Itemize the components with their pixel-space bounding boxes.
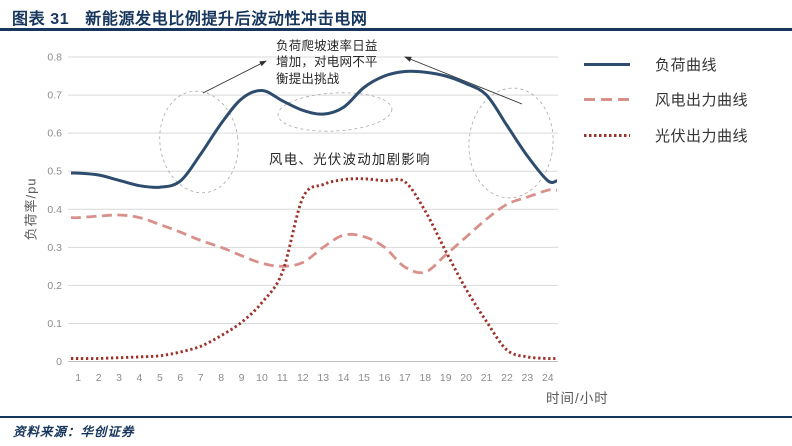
header-divider bbox=[0, 27, 792, 31]
svg-text:5: 5 bbox=[157, 372, 163, 384]
highlight-ellipse bbox=[277, 92, 393, 132]
load-curve bbox=[70, 69, 558, 189]
svg-text:21: 21 bbox=[481, 372, 493, 384]
svg-text:23: 23 bbox=[522, 372, 534, 384]
annotation-ramp-note: 负荷爬坡速率日益增加，对电网不平衡提出挑战 bbox=[276, 39, 378, 86]
legend-label-load: 负荷曲线 bbox=[655, 57, 718, 74]
svg-text:20: 20 bbox=[460, 372, 472, 384]
svg-text:0.2: 0.2 bbox=[47, 280, 62, 292]
wind-curve bbox=[70, 188, 558, 275]
legend-item-load: 负荷曲线 bbox=[584, 54, 717, 75]
svg-text:8: 8 bbox=[218, 372, 224, 384]
svg-text:18: 18 bbox=[419, 372, 431, 384]
y-gridlines bbox=[68, 56, 558, 362]
load-line-sample bbox=[584, 63, 630, 66]
y-axis-title: 负荷率/pu bbox=[23, 177, 39, 241]
footer-divider bbox=[0, 416, 792, 418]
svg-text:13: 13 bbox=[317, 372, 329, 384]
source-note: 资料来源：华创证券 bbox=[13, 425, 135, 439]
legend-label-pv: 光伏出力曲线 bbox=[655, 128, 749, 145]
svg-text:15: 15 bbox=[358, 372, 370, 384]
svg-text:24: 24 bbox=[542, 372, 554, 384]
highlight-ellipse bbox=[159, 90, 239, 194]
legend-item-pv: 光伏出力曲线 bbox=[584, 125, 748, 146]
svg-text:0: 0 bbox=[56, 356, 62, 368]
svg-text:12: 12 bbox=[297, 372, 309, 384]
svg-text:10: 10 bbox=[256, 372, 268, 384]
annotation-arrow bbox=[202, 60, 267, 94]
legend-item-wind: 风电出力曲线 bbox=[584, 89, 748, 110]
pv-line-sample bbox=[584, 134, 630, 137]
svg-text:6: 6 bbox=[177, 372, 183, 384]
svg-text:0.1: 0.1 bbox=[47, 318, 62, 330]
svg-text:0.3: 0.3 bbox=[47, 242, 62, 254]
svg-text:1: 1 bbox=[75, 372, 81, 384]
svg-text:0.8: 0.8 bbox=[47, 52, 62, 64]
svg-text:7: 7 bbox=[198, 372, 204, 384]
svg-text:0.6: 0.6 bbox=[47, 128, 62, 140]
pv-curve bbox=[70, 177, 558, 361]
svg-text:0.4: 0.4 bbox=[47, 204, 62, 216]
svg-text:16: 16 bbox=[379, 372, 391, 384]
svg-text:11: 11 bbox=[277, 372, 288, 384]
axis-tick-labels: 00.10.20.30.40.50.60.70.81 2 3 4 5 6 7 8 9 10 11 12… bbox=[47, 52, 553, 385]
wind-line-sample bbox=[584, 98, 630, 101]
svg-text:19: 19 bbox=[440, 372, 452, 384]
svg-text:14: 14 bbox=[338, 372, 350, 384]
svg-text:17: 17 bbox=[399, 372, 411, 384]
highlight-ellipses bbox=[159, 87, 554, 199]
svg-text:3: 3 bbox=[116, 372, 122, 384]
highlight-ellipse bbox=[468, 87, 554, 199]
svg-text:0.7: 0.7 bbox=[47, 90, 62, 102]
svg-text:0.5: 0.5 bbox=[47, 166, 62, 178]
figure-label: 图表 31 bbox=[12, 11, 70, 28]
annotation-arrows bbox=[202, 56, 523, 105]
annotation-volatility-note: 风电、光伏波动加剧影响 bbox=[269, 152, 431, 167]
x-axis-title: 时间/小时 bbox=[546, 391, 609, 406]
figure-header: 图表 31 新能源发电比例提升后波动性冲击电网 bbox=[12, 5, 367, 29]
legend-label-wind: 风电出力曲线 bbox=[655, 92, 749, 109]
svg-text:22: 22 bbox=[501, 372, 513, 384]
svg-text:2: 2 bbox=[96, 372, 102, 384]
svg-text:9: 9 bbox=[239, 372, 245, 384]
annotation-arrow bbox=[404, 56, 523, 105]
svg-text:4: 4 bbox=[137, 372, 143, 384]
figure-title: 新能源发电比例提升后波动性冲击电网 bbox=[85, 11, 368, 28]
